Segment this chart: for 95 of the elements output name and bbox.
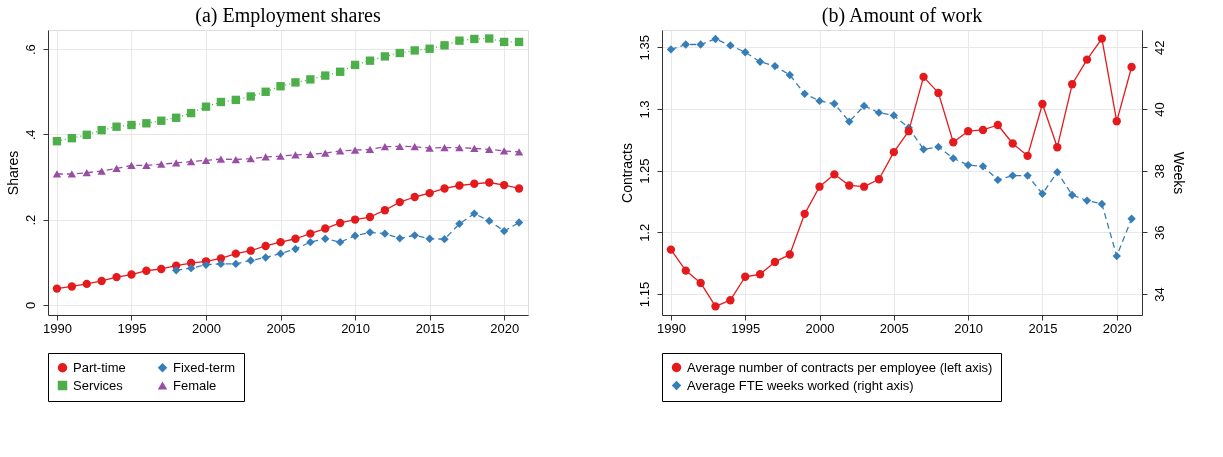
y-tick-label: .2 bbox=[22, 214, 38, 226]
point bbox=[246, 92, 255, 101]
point bbox=[350, 146, 360, 154]
point bbox=[440, 143, 449, 152]
point bbox=[425, 44, 434, 53]
point bbox=[157, 160, 166, 168]
point bbox=[97, 125, 106, 135]
legend-label: Part-time bbox=[73, 359, 126, 375]
point bbox=[741, 48, 750, 57]
point bbox=[485, 145, 494, 153]
y2-tick-label: 42 bbox=[1151, 40, 1167, 56]
point bbox=[306, 150, 315, 159]
point bbox=[919, 145, 928, 154]
point bbox=[455, 36, 464, 45]
point bbox=[1097, 199, 1107, 209]
y2-tick-label: 36 bbox=[1151, 225, 1167, 241]
x-tick-label: 2020 bbox=[490, 320, 520, 336]
point bbox=[1023, 171, 1032, 180]
point bbox=[306, 75, 315, 84]
point bbox=[365, 145, 375, 153]
point bbox=[321, 149, 330, 157]
y2-tick-label: 34 bbox=[1151, 287, 1167, 302]
x-tick-label: 2015 bbox=[415, 320, 445, 336]
y-tick-label: .6 bbox=[22, 44, 38, 56]
point bbox=[52, 284, 62, 293]
point bbox=[696, 40, 705, 49]
point bbox=[216, 155, 226, 163]
point bbox=[485, 34, 494, 43]
x-tick-label: 2015 bbox=[1028, 320, 1058, 336]
point bbox=[380, 52, 390, 61]
y-tick-label: .4 bbox=[22, 129, 38, 141]
x-tick-label: 2005 bbox=[266, 320, 296, 336]
x-tick-label: 1995 bbox=[117, 320, 147, 336]
point bbox=[425, 144, 434, 152]
y-tick-label: 1.25 bbox=[636, 158, 652, 184]
x-tick-label: 1990 bbox=[42, 320, 72, 336]
point bbox=[770, 61, 780, 71]
x-tick-label: 2000 bbox=[192, 320, 221, 336]
point bbox=[261, 153, 270, 161]
point bbox=[365, 56, 375, 65]
chart-title: (b) Amount of work bbox=[821, 4, 983, 27]
y2-axis-title: Weeks bbox=[1170, 151, 1187, 195]
legend-label: Average number of contracts per employee (left axis) bbox=[687, 359, 993, 375]
point bbox=[395, 142, 404, 150]
y-axis-title: Contracts bbox=[618, 143, 635, 203]
y2-tick-label: 38 bbox=[1151, 163, 1167, 179]
point bbox=[142, 119, 151, 128]
point bbox=[127, 120, 136, 130]
x-tick-label: 1990 bbox=[656, 320, 686, 336]
point bbox=[410, 231, 419, 240]
x-tick-label: 2020 bbox=[1102, 320, 1132, 336]
point bbox=[499, 226, 509, 236]
point bbox=[440, 41, 449, 50]
legend-label: Fixed-term bbox=[173, 359, 236, 375]
point bbox=[291, 78, 300, 87]
point bbox=[963, 160, 973, 170]
point bbox=[410, 46, 419, 55]
point bbox=[172, 159, 181, 167]
x-tick-label: 2005 bbox=[879, 320, 909, 336]
point bbox=[112, 164, 121, 173]
y-tick-label: 1.2 bbox=[636, 223, 652, 242]
point bbox=[1127, 62, 1136, 72]
legend-label: Average FTE weeks worked (right axis) bbox=[687, 377, 914, 393]
y-tick-label: 0 bbox=[22, 301, 38, 309]
point bbox=[231, 259, 241, 269]
x-tick-label: 2000 bbox=[805, 320, 835, 336]
point bbox=[201, 156, 211, 164]
point bbox=[52, 170, 62, 178]
point bbox=[231, 155, 241, 164]
point bbox=[499, 147, 509, 155]
point bbox=[261, 87, 270, 96]
point bbox=[845, 117, 854, 126]
legend-label: Services bbox=[73, 377, 124, 393]
x-tick-label: 2010 bbox=[341, 320, 371, 336]
y-tick-label: 1.35 bbox=[636, 35, 652, 61]
y2-tick-label: 40 bbox=[1151, 102, 1167, 117]
point bbox=[1067, 190, 1077, 200]
y-axis-title: Shares bbox=[4, 150, 21, 196]
point bbox=[1008, 171, 1017, 180]
point bbox=[142, 161, 151, 170]
point bbox=[514, 184, 524, 193]
point bbox=[261, 253, 270, 262]
legend-label: Female bbox=[173, 377, 217, 393]
point bbox=[470, 144, 479, 153]
x-tick-label: 1995 bbox=[731, 320, 761, 336]
point bbox=[201, 102, 211, 111]
point bbox=[276, 82, 285, 91]
point bbox=[321, 71, 330, 80]
point bbox=[112, 122, 121, 131]
y-tick-label: 1.3 bbox=[636, 100, 652, 119]
point bbox=[335, 237, 345, 247]
x-tick-label: 2010 bbox=[954, 320, 984, 336]
y-tick-label: 1.15 bbox=[636, 281, 652, 308]
point bbox=[470, 34, 479, 44]
chart-title: (a) Employment shares bbox=[195, 4, 381, 27]
